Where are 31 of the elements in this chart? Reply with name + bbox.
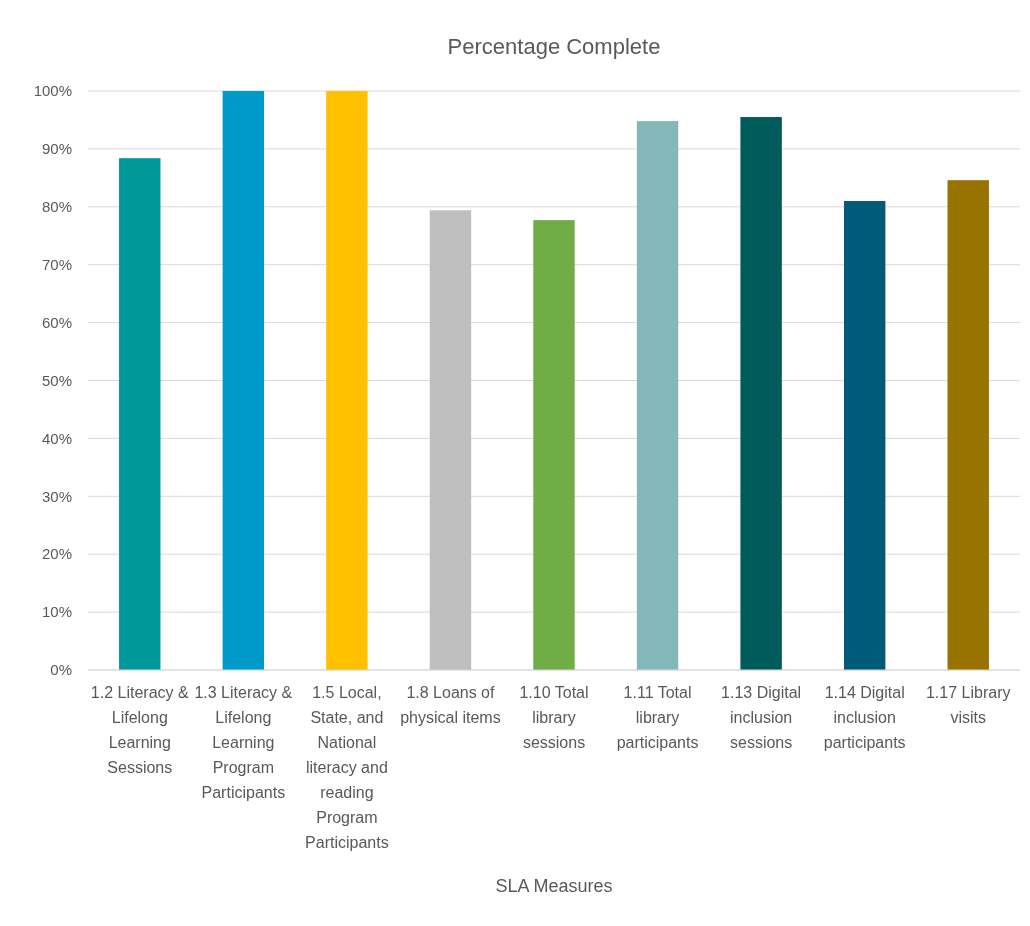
bar — [119, 158, 161, 670]
y-tick-label: 80% — [41, 198, 72, 216]
y-tick-label: 0% — [50, 661, 72, 679]
bar — [326, 91, 368, 670]
x-tick-label: 1.8 Loans of physical items — [400, 684, 501, 726]
bar — [636, 121, 679, 670]
y-tick-label: 30% — [41, 487, 72, 505]
bar — [740, 117, 782, 670]
x-tick-label: 1.13 Digital inclusion sessions — [721, 684, 802, 751]
y-tick-label: 50% — [41, 371, 72, 389]
y-tick-label: 20% — [41, 545, 72, 563]
bar — [947, 180, 989, 670]
x-axis-title: SLA Measures — [495, 876, 613, 896]
x-tick-label: 1.5 Local, State, and National literacy and reading Program Participants — [305, 684, 389, 851]
x-tick-label: 1.11 Total library participants — [616, 684, 699, 751]
y-tick-label: 40% — [41, 429, 72, 447]
x-tick-label: 1.14 Digital inclusion participants — [823, 684, 906, 751]
y-tick-label: 90% — [41, 140, 72, 158]
bar — [533, 220, 575, 670]
y-tick-label: 70% — [41, 255, 72, 273]
x-tick-label: 1.2 Literacy & Lifelong Learning Sessions — [90, 684, 190, 776]
x-tick-label: 1.3 Literacy & Lifelong Learning Program Participants — [194, 684, 293, 801]
x-tick-label: 1.10 Total library sessions — [519, 684, 589, 751]
y-tick-label: 10% — [41, 603, 72, 621]
bar — [429, 210, 472, 670]
y-tick-label: 100% — [33, 82, 72, 100]
chart-title: Percentage Complete — [447, 34, 661, 59]
bar — [843, 201, 886, 670]
x-tick-label: 1.17 Library visits — [925, 684, 1011, 726]
bar — [222, 91, 265, 670]
y-tick-label: 60% — [41, 313, 72, 331]
